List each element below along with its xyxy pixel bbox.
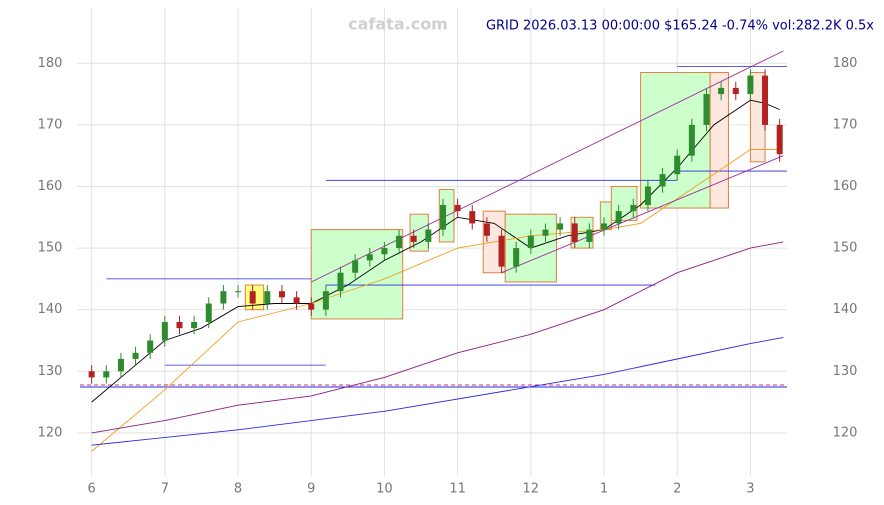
y-tick-label: 180	[38, 56, 63, 71]
candle-body	[571, 223, 578, 242]
candle-body	[542, 229, 549, 236]
candle-body	[103, 371, 110, 378]
overlay-line	[91, 241, 784, 434]
x-tick-label: 6	[87, 482, 95, 497]
y-tick-label: 170	[833, 117, 858, 132]
candle-body	[615, 211, 622, 224]
y-tick-label: 180	[833, 56, 858, 71]
candle-body	[454, 204, 461, 212]
candle-body	[264, 291, 271, 304]
candle-body	[557, 223, 564, 230]
candle-body	[439, 204, 446, 230]
candle-body	[586, 229, 593, 242]
candle-body	[352, 260, 359, 273]
candle-body	[117, 358, 124, 372]
watermark: cafata.com	[348, 15, 448, 34]
candle-body	[410, 235, 417, 242]
candle-body	[293, 297, 300, 304]
candle-body	[220, 291, 227, 304]
candle-body	[249, 291, 256, 304]
candle-body	[469, 211, 476, 224]
x-tick-label: 9	[307, 482, 315, 497]
y-tick-label: 150	[833, 241, 858, 256]
candle-body	[718, 87, 725, 95]
candle-body	[278, 291, 285, 298]
candle-body	[205, 303, 212, 322]
candle-body	[147, 340, 154, 353]
candle-body	[322, 291, 329, 310]
candle-body	[381, 248, 388, 255]
candle-body	[776, 124, 783, 155]
x-tick-label: 12	[523, 482, 540, 497]
y-tick-label: 120	[833, 425, 858, 440]
candle-body	[762, 75, 769, 125]
x-tick-label: 2	[673, 482, 681, 497]
candle-body	[191, 322, 198, 329]
y-tick-label: 130	[833, 364, 858, 379]
y-tick-label: 170	[38, 117, 63, 132]
x-tick-label: 7	[161, 482, 169, 497]
candle-body	[703, 94, 710, 125]
candle-body	[630, 204, 637, 212]
candle-body	[513, 248, 520, 267]
x-tick-label: 3	[746, 482, 754, 497]
overlay-line	[311, 50, 784, 283]
candle-body	[674, 155, 681, 175]
candle-body	[659, 174, 666, 187]
x-tick-label: 11	[449, 482, 466, 497]
chart-title: GRID 2026.03.13 00:00:00 $165.24 -0.74% …	[486, 19, 874, 34]
candle-body	[176, 322, 183, 329]
overlay-line	[91, 99, 780, 403]
y-tick-label: 130	[38, 364, 63, 379]
y-tick-label: 140	[833, 302, 858, 317]
candle-body	[366, 254, 373, 261]
zone	[640, 72, 711, 209]
candle-body	[644, 186, 651, 205]
candle-body	[747, 75, 754, 95]
candle-body	[235, 291, 242, 293]
x-tick-label: 8	[234, 482, 242, 497]
zone	[610, 185, 638, 221]
candle-body	[161, 322, 168, 341]
candle-body	[396, 235, 403, 249]
candle-body	[308, 303, 315, 310]
candle-body	[688, 124, 695, 156]
y-tick-label: 150	[38, 241, 63, 256]
candle-body	[337, 272, 344, 292]
y-tick-label: 160	[833, 179, 858, 194]
candle-body	[732, 87, 739, 95]
overlay-line	[501, 155, 784, 274]
y-tick-label: 160	[38, 179, 63, 194]
x-tick-label: 1	[600, 482, 608, 497]
candle-body	[425, 229, 432, 242]
y-tick-label: 120	[38, 425, 63, 440]
x-tick-label: 10	[376, 482, 393, 497]
zone	[709, 72, 729, 209]
candle-body	[498, 235, 505, 267]
candle-body	[527, 235, 534, 249]
candle-body	[483, 223, 490, 236]
candle-body	[601, 223, 608, 230]
y-tick-label: 140	[38, 302, 63, 317]
candle-body	[88, 371, 95, 378]
candle-body	[132, 352, 139, 359]
overlay-line	[91, 336, 784, 446]
